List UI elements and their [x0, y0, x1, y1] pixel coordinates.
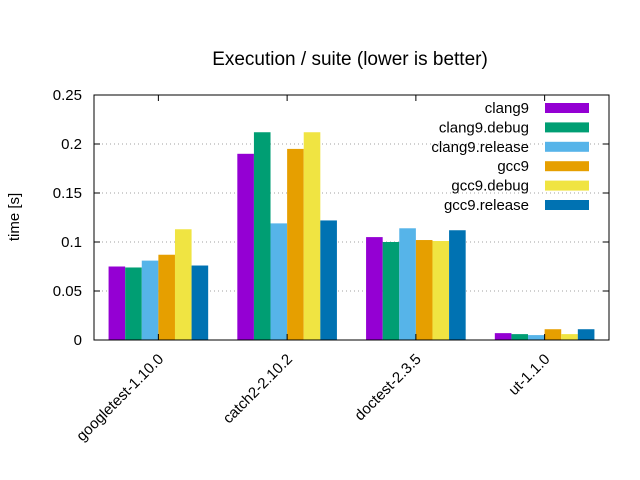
legend-label: gcc9.release [444, 197, 529, 214]
legend-swatch [545, 141, 589, 152]
y-tick-label: 0.2 [61, 136, 82, 153]
legend-label: gcc9.debug [451, 178, 529, 195]
bar-gcc9-debug-1 [303, 132, 321, 340]
y-tick-label: 0.05 [53, 283, 82, 300]
bar-gcc9-1 [287, 148, 304, 340]
legend-swatch [545, 122, 589, 133]
bar-gcc9-debug-2 [432, 241, 450, 340]
bar-clang9-debug-3 [511, 334, 529, 340]
legend: clang9 clang9.debug clang9.release gcc9 gcc9… [431, 100, 589, 214]
bar-gcc9-release-2 [449, 230, 466, 340]
bar-clang9-3 [494, 333, 512, 340]
bar-clang9-release-2 [399, 228, 416, 340]
y-tick-label: 0.1 [61, 234, 82, 251]
legend-swatch [545, 103, 589, 113]
bar-clang9-release-1 [270, 223, 288, 340]
legend-swatch [545, 180, 589, 191]
bar-clang9-0 [108, 266, 126, 340]
bar-clang9-release-0 [141, 260, 159, 340]
bar-clang9-debug-1 [253, 132, 271, 340]
bar-gcc9-release-1 [320, 220, 337, 340]
x-tick-label: googletest-1.10.0 [73, 351, 167, 445]
bar-gcc9-2 [415, 240, 433, 340]
legend-label: gcc9 [497, 158, 529, 175]
bar-clang9-release-3 [528, 335, 545, 340]
bar-gcc9-debug-3 [561, 334, 578, 340]
bar-gcc9-release-3 [577, 329, 595, 340]
bar-clang9-2 [366, 237, 383, 340]
chart-title: Execution / suite (lower is better) [212, 49, 488, 70]
bar-gcc9-0 [158, 254, 175, 340]
x-tick-label: catch2-2.10.2 [220, 351, 296, 427]
bars [108, 132, 595, 340]
y-tick-label: 0.15 [53, 185, 82, 202]
legend-swatch [545, 161, 589, 172]
x-tick-label: ut-1.1.0 [505, 351, 553, 399]
y-tick-label: 0.25 [53, 87, 82, 104]
y-tick-label: 0 [74, 332, 82, 349]
legend-label: clang9.release [431, 139, 529, 156]
y-axis-label: time [s] [6, 193, 23, 241]
bar-gcc9-release-0 [191, 265, 209, 340]
legend-label: clang9 [485, 100, 529, 117]
x-tick-label: doctest-2.3.5 [351, 351, 424, 424]
bar-clang9-1 [237, 153, 254, 340]
bar-clang9-debug-2 [382, 242, 400, 340]
bar-clang9-debug-0 [125, 267, 142, 340]
bar-gcc9-debug-0 [174, 229, 192, 340]
legend-swatch [545, 200, 589, 210]
plot-frame [93, 94, 610, 341]
bar-gcc9-3 [544, 329, 562, 340]
legend-label: clang9.debug [439, 119, 529, 136]
